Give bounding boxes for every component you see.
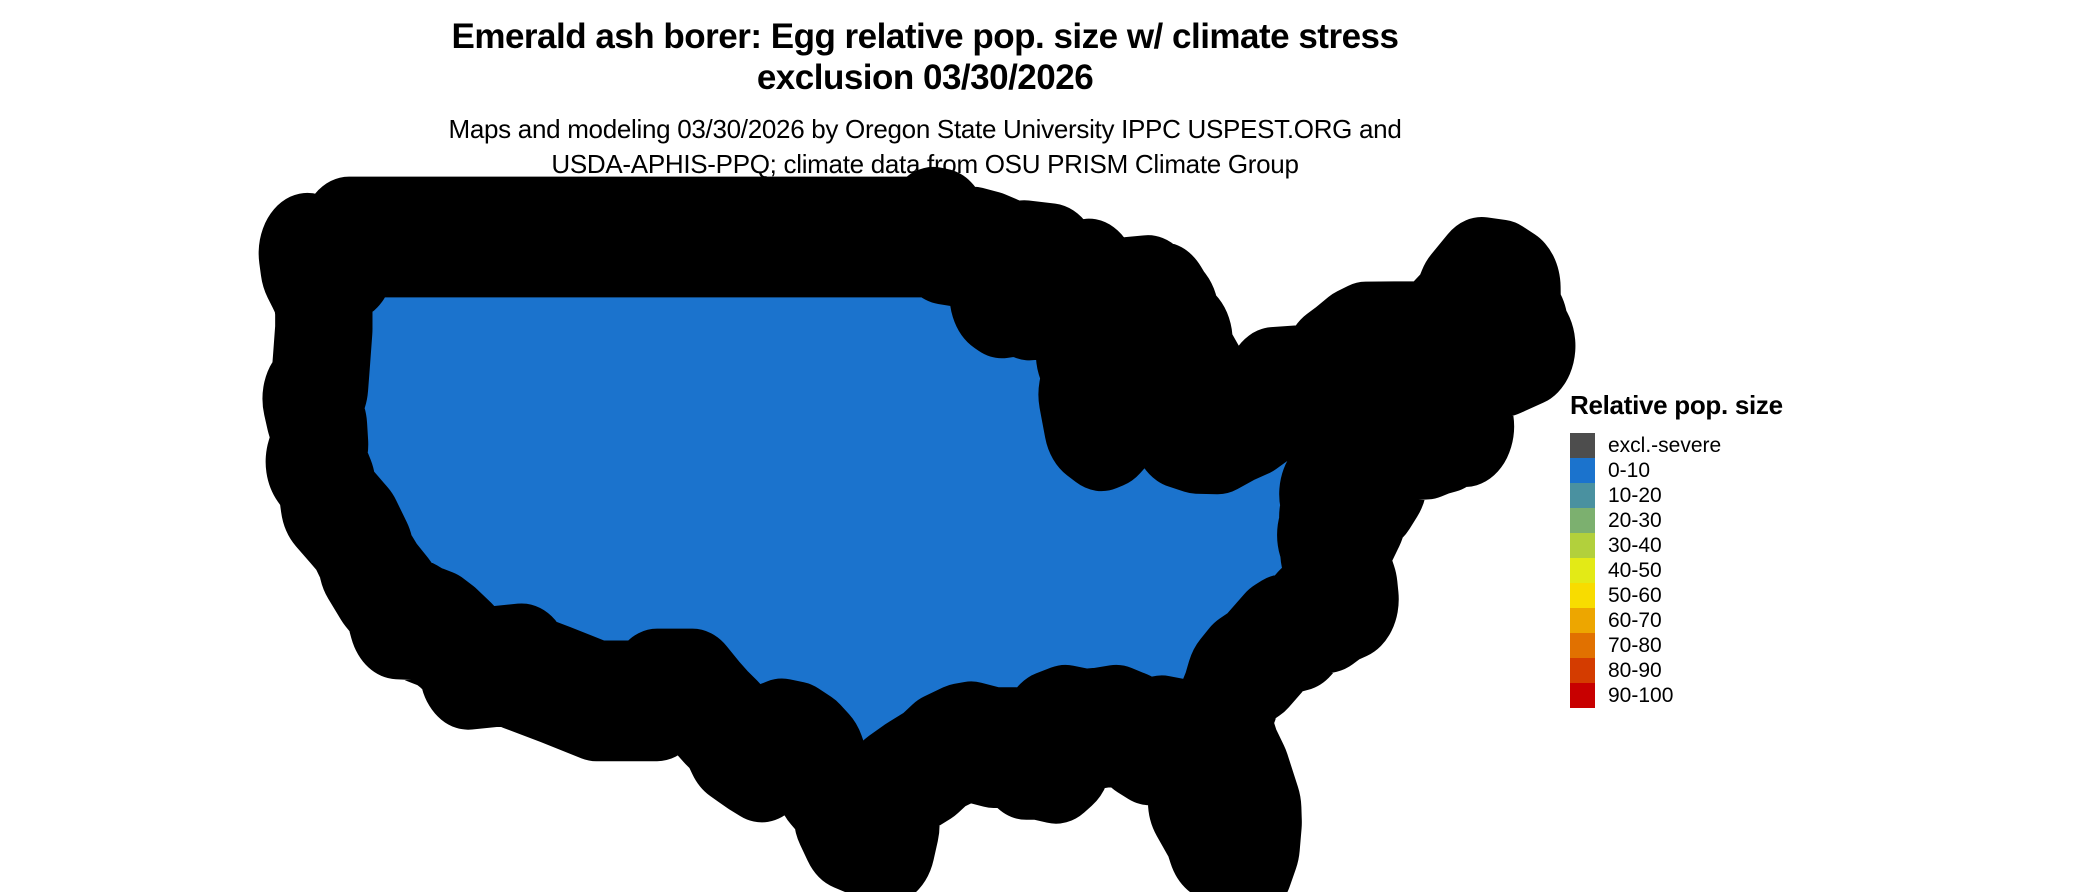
legend-item-40-50: 40-50 (1570, 558, 1900, 583)
legend-item-90-100: 90-100 (1570, 683, 1900, 708)
legend-label: 40-50 (1608, 559, 1662, 582)
legend-label: 30-40 (1608, 534, 1662, 557)
legend-swatch (1570, 533, 1595, 558)
legend-label: 20-30 (1608, 509, 1662, 532)
title-line-2: exclusion 03/30/2026 (756, 58, 1094, 97)
legend-swatch (1570, 633, 1595, 658)
legend-label: excl.-severe (1608, 434, 1722, 457)
legend-label: 0-10 (1608, 459, 1651, 482)
legend: Relative pop. size excl.-severe 0-10 10-… (1570, 390, 1900, 708)
legend-item-20-30: 20-30 (1570, 508, 1900, 533)
legend-swatch (1570, 433, 1595, 458)
legend-label: 70-80 (1608, 634, 1662, 657)
subtitle: Maps and modeling 03/30/2026 by Oregon S… (0, 112, 1850, 182)
legend-item-80-90: 80-90 (1570, 658, 1900, 683)
figure-header: Emerald ash borer: Egg relative pop. siz… (0, 0, 1850, 182)
title-line-1: Emerald ash borer: Egg relative pop. siz… (451, 17, 1399, 56)
legend-item-30-40: 30-40 (1570, 533, 1900, 558)
legend-label: 80-90 (1608, 659, 1662, 682)
subtitle-line-1: Maps and modeling 03/30/2026 by Oregon S… (448, 114, 1402, 144)
legend-title: Relative pop. size (1570, 390, 1783, 420)
legend-item-excl.-severe: excl.-severe (1570, 433, 1900, 458)
legend-item-0-10: 0-10 (1570, 458, 1900, 483)
legend-swatch (1570, 558, 1595, 583)
conus-outline (307, 227, 1526, 863)
legend-item-70-80: 70-80 (1570, 633, 1900, 658)
legend-swatch (1570, 583, 1595, 608)
page-title: Emerald ash borer: Egg relative pop. siz… (0, 16, 1850, 98)
legend-swatch (1570, 658, 1595, 683)
legend-item-10-20: 10-20 (1570, 483, 1900, 508)
legend-swatch (1570, 508, 1595, 533)
legend-label: 10-20 (1608, 484, 1662, 507)
legend-label: 50-60 (1608, 584, 1662, 607)
legend-items: excl.-severe 0-10 10-20 20-30 30-40 40-5… (1570, 433, 1900, 708)
legend-swatch (1570, 608, 1595, 633)
legend-label: 90-100 (1608, 684, 1674, 707)
legend-item-50-60: 50-60 (1570, 583, 1900, 608)
legend-item-60-70: 60-70 (1570, 608, 1900, 633)
legend-swatch (1570, 683, 1595, 708)
legend-swatch (1570, 483, 1595, 508)
legend-swatch (1570, 458, 1595, 483)
legend-label: 60-70 (1608, 609, 1662, 632)
